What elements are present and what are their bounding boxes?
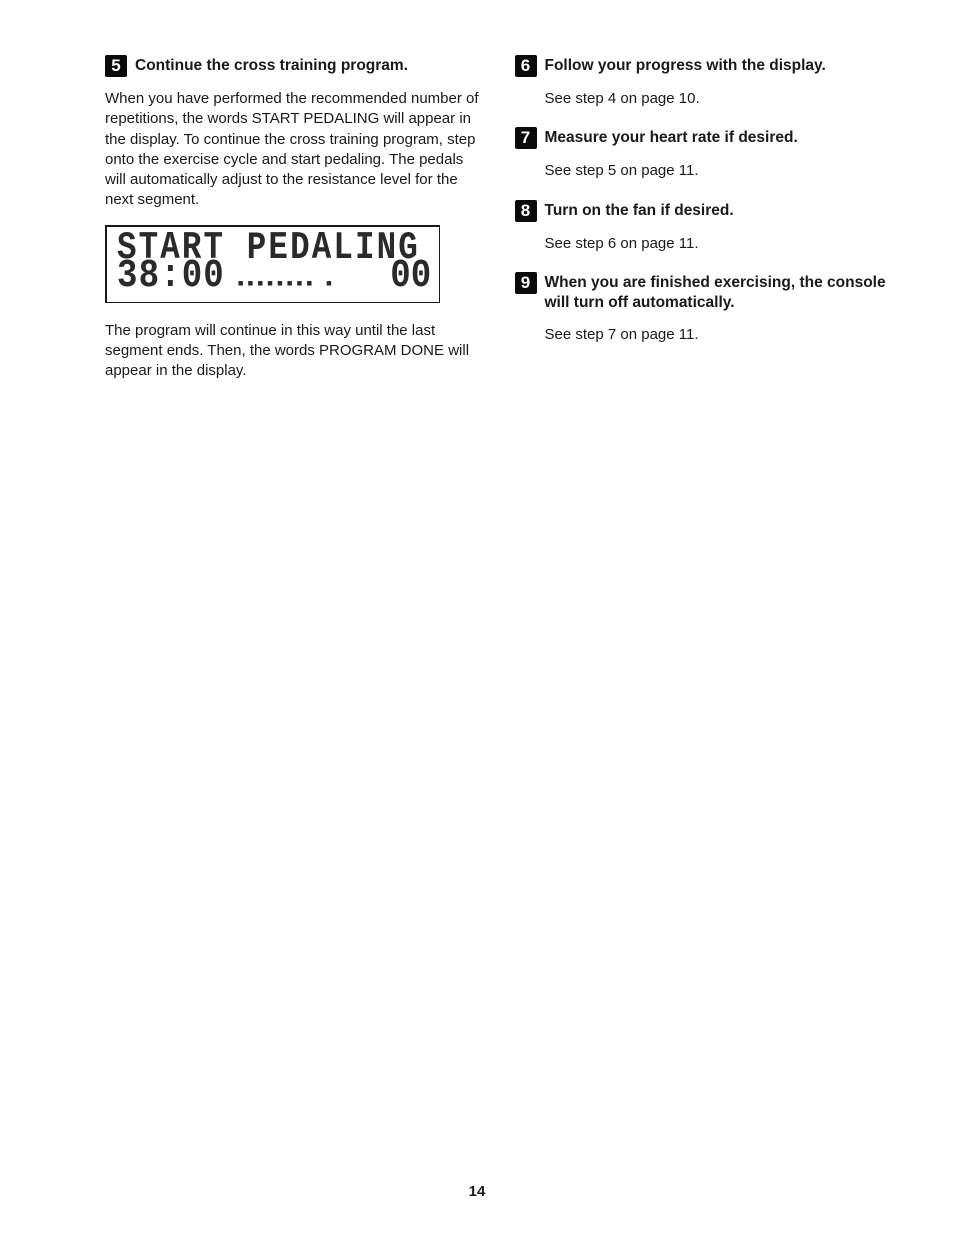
step-number-badge: 5 [105,55,127,77]
step-body: See step 5 on page 11. [545,161,895,181]
step-header: 9 When you are finished exercising, the … [515,272,895,313]
left-column: 5 Continue the cross training program. W… [105,55,485,399]
step-number-badge: 8 [515,200,537,222]
manual-page: 5 Continue the cross training program. W… [0,0,954,399]
step-number-badge: 6 [515,55,537,77]
step-8: 8 Turn on the fan if desired. See step 6… [515,200,895,254]
step-number-badge: 7 [515,127,537,149]
lcd-progress-dashes: ▪▪▪▪▪▪▪▪ ▪ [235,275,333,295]
step-title: Turn on the fan if desired. [545,200,734,221]
step-body: See step 4 on page 10. [545,89,895,109]
step-5: 5 Continue the cross training program. W… [105,55,485,381]
lcd-right-value: 00 [390,253,431,299]
lcd-display-illustration: START PEDALING 38:00 ▪▪▪▪▪▪▪▪ ▪ 00 [105,225,440,303]
step-7: 7 Measure your heart rate if desired. Se… [515,127,895,181]
step-title: When you are finished exercising, the co… [545,272,895,313]
step-body: See step 6 on page 11. [545,234,895,254]
step-paragraph: The program will continue in this way un… [105,321,485,382]
step-header: 5 Continue the cross training program. [105,55,485,77]
step-title: Measure your heart rate if desired. [545,127,798,148]
lcd-time-value: 38:00 [117,253,225,299]
right-column: 6 Follow your progress with the display.… [515,55,895,399]
page-number: 14 [0,1183,954,1200]
step-paragraph: When you have performed the recommended … [105,89,485,211]
step-9: 9 When you are finished exercising, the … [515,272,895,346]
step-body: See step 7 on page 11. [545,325,895,345]
step-title: Follow your progress with the display. [545,55,826,76]
step-header: 7 Measure your heart rate if desired. [515,127,895,149]
step-header: 6 Follow your progress with the display. [515,55,895,77]
step-number-badge: 9 [515,272,537,294]
step-header: 8 Turn on the fan if desired. [515,200,895,222]
step-6: 6 Follow your progress with the display.… [515,55,895,109]
step-title: Continue the cross training program. [135,55,408,76]
